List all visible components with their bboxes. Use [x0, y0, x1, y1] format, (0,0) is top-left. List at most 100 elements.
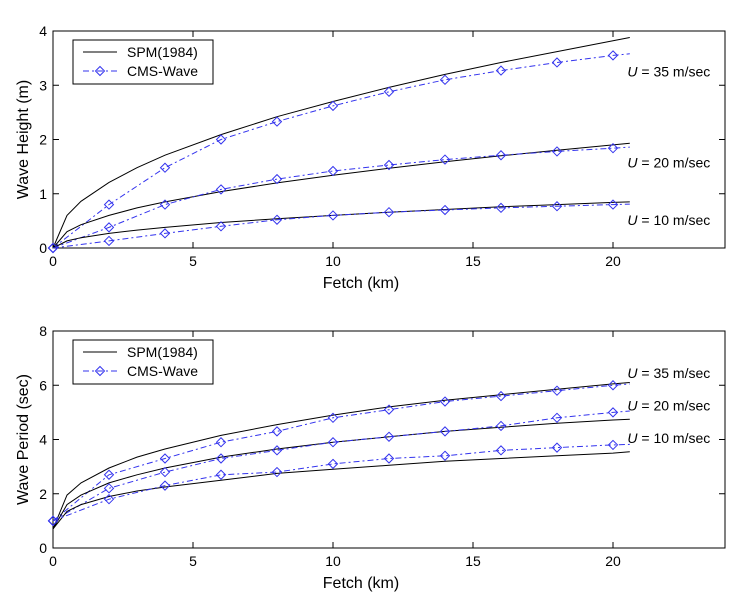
cms-wave-point	[327, 458, 339, 470]
annotation-symbol: U	[627, 430, 638, 446]
cms-wave-point	[439, 74, 451, 86]
cms-wave-point	[383, 86, 395, 97]
cms-wave-point	[439, 426, 451, 437]
annotation-text: = 20 m/sec	[638, 154, 711, 170]
annotation-symbol: U	[627, 154, 638, 170]
cms-wave-point	[439, 450, 451, 461]
cms-wave-point	[215, 469, 227, 480]
legend-box	[72, 339, 214, 385]
cms-wave-point	[159, 199, 171, 210]
curve-annotation: U = 35 m/sec	[627, 64, 710, 80]
cms-wave-point	[271, 466, 283, 478]
cms-wave-line-35	[52, 53, 630, 249]
x-tick-label: 0	[49, 253, 57, 269]
cms-wave-point	[495, 390, 507, 402]
cms-wave-point	[327, 210, 339, 221]
annotation-text: = 35 m/sec	[638, 365, 711, 381]
cms-wave-point	[327, 437, 339, 448]
spm-line-35	[52, 382, 630, 530]
x-tick-label: 0	[49, 553, 57, 569]
cms-wave-point	[47, 242, 59, 254]
y-tick-label: 0	[39, 240, 47, 256]
cms-wave-point	[271, 445, 283, 456]
cms-wave-point	[495, 445, 507, 456]
cms-wave-point	[495, 65, 507, 76]
cms-wave-point	[271, 173, 283, 185]
y-tick-label: 0	[39, 540, 47, 556]
cms-wave-point	[159, 162, 171, 173]
cms-wave-point	[439, 204, 451, 216]
chart-1: 0 5 10 15 20 0 1 2 3 4 Fetch (km) Wave Height (m) U …	[15, 23, 726, 292]
cms-wave-point	[215, 437, 227, 448]
annotation-symbol: U	[627, 398, 638, 414]
legend-label-cms: CMS-Wave	[127, 363, 198, 379]
legend-swatch-cms-marker	[94, 65, 106, 77]
cms-wave-point	[215, 134, 227, 145]
x-axis-label: Fetch (km)	[323, 575, 399, 592]
curve-annotation: U = 20 m/sec	[627, 154, 710, 170]
annotation-symbol: U	[627, 365, 638, 381]
cms-wave-point	[551, 201, 563, 212]
cms-wave-line-10	[52, 443, 630, 522]
cms-wave-point	[439, 154, 451, 165]
x-tick-label: 10	[325, 253, 341, 269]
cms-wave-point	[383, 453, 395, 464]
cms-wave-point	[271, 426, 283, 437]
cms-wave-point	[327, 100, 339, 112]
cms-wave-point	[551, 385, 563, 396]
cms-wave-point	[103, 199, 115, 210]
cms-wave-point	[47, 515, 59, 527]
cms-wave-point	[383, 431, 395, 442]
y-tick-label: 4	[39, 432, 47, 448]
curve-annotation: U = 10 m/sec	[627, 430, 710, 446]
cms-wave-point	[607, 439, 619, 451]
cms-wave-point	[159, 228, 171, 239]
cms-wave-point	[159, 466, 171, 478]
annotation-text: = 10 m/sec	[638, 430, 711, 446]
cms-wave-point	[495, 420, 507, 432]
spm-line-20	[52, 142, 630, 249]
cms-wave-point	[439, 396, 451, 407]
cms-wave-point	[159, 453, 171, 464]
cms-wave-point	[551, 57, 563, 68]
cms-wave-line-10	[52, 203, 630, 249]
legend-swatch-cms-marker	[94, 365, 106, 377]
cms-wave-point	[215, 453, 227, 464]
curve-annotation: U = 35 m/sec	[627, 365, 710, 381]
annotation-text: = 20 m/sec	[638, 398, 711, 414]
annotation-symbol: U	[627, 64, 638, 80]
cms-wave-point	[607, 199, 619, 210]
cms-wave-point	[607, 407, 619, 418]
cms-wave-point	[271, 214, 283, 225]
y-tick-label: 1	[39, 186, 47, 202]
cms-wave-point	[103, 483, 115, 494]
cms-wave-point	[383, 404, 395, 415]
annotation-text: = 10 m/sec	[638, 212, 711, 228]
annotation-text: = 35 m/sec	[638, 64, 711, 80]
legend-label-cms: CMS-Wave	[127, 63, 198, 79]
y-tick-label: 6	[39, 377, 47, 393]
annotation-symbol: U	[627, 212, 638, 228]
cms-wave-point	[103, 493, 115, 505]
cms-wave-point	[327, 165, 339, 177]
x-tick-label: 5	[189, 553, 197, 569]
x-tick-label: 15	[465, 253, 481, 269]
cms-wave-point	[607, 50, 619, 61]
legend-label-spm: SPM(1984)	[127, 44, 198, 60]
x-tick-label: 10	[325, 553, 341, 569]
spm-line-20	[52, 418, 630, 530]
chart-2: 0 5 10 15 20 0 2 4 6 8 Fetch (km) Wave Period (sec)…	[15, 323, 726, 592]
cms-wave-point	[103, 235, 115, 247]
cms-wave-point	[271, 116, 283, 127]
cms-wave-point	[551, 412, 563, 424]
x-tick-label: 5	[189, 253, 197, 269]
curve-annotation: U = 10 m/sec	[627, 212, 710, 228]
y-tick-label: 8	[39, 323, 47, 339]
cms-wave-point	[607, 380, 619, 391]
cms-wave-line-35	[52, 383, 630, 522]
cms-wave-line-20	[52, 410, 630, 522]
y-tick-label: 3	[39, 77, 47, 93]
cms-wave-point	[495, 150, 507, 161]
cms-wave-point	[103, 469, 115, 480]
